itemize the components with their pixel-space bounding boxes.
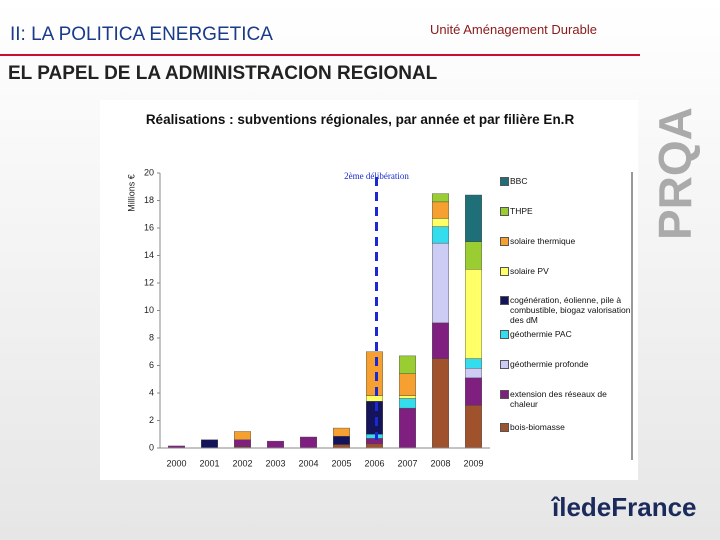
- x-tick-label: 2006: [364, 458, 384, 468]
- bar-segment: [432, 322, 449, 359]
- bar-segment: [465, 368, 482, 379]
- legend-label: extension des réseaux de chaleur: [510, 389, 607, 409]
- y-tick-label: 20: [144, 167, 154, 177]
- legend-swatch: [500, 237, 509, 246]
- y-tick-label: 10: [144, 305, 154, 315]
- y-tick-label: 0: [149, 442, 154, 452]
- bar-segment: [366, 438, 383, 445]
- x-tick-label: 2007: [397, 458, 417, 468]
- legend-swatch: [500, 423, 509, 432]
- y-tick-label: 18: [144, 195, 154, 205]
- logo: îledeFrance: [552, 492, 697, 522]
- bar-segment: [432, 193, 449, 203]
- legend-label: solaire PV: [510, 266, 549, 276]
- y-tick-label: 16: [144, 222, 154, 232]
- x-tick-label: 2002: [232, 458, 252, 468]
- x-tick-label: 2000: [166, 458, 186, 468]
- y-tick-label: 12: [144, 277, 154, 287]
- legend-swatch: [500, 390, 509, 399]
- x-tick-label: 2008: [430, 458, 450, 468]
- bar-segment: [333, 427, 350, 437]
- y-tick-label: 6: [149, 360, 154, 370]
- bar-segment: [399, 395, 416, 399]
- bar-segment: [333, 436, 350, 445]
- legend-label: bois-biomasse: [510, 422, 565, 432]
- y-tick-label: 4: [149, 387, 154, 397]
- x-tick-label: 2004: [298, 458, 318, 468]
- bar-segment: [366, 443, 383, 449]
- y-tick-label: 14: [144, 250, 154, 260]
- unit-name: Unité Aménagement Durable: [430, 22, 597, 37]
- header-rule: [0, 54, 640, 56]
- annotation: 2ème délibération: [344, 171, 409, 181]
- legend-swatch: [500, 207, 509, 216]
- x-tick-label: 2001: [199, 458, 219, 468]
- x-tick-label: 2005: [331, 458, 351, 468]
- chart-title: Réalisations : subventions régionales, p…: [145, 112, 575, 127]
- legend-label: cogénération, éolienne, pile à combustib…: [510, 295, 631, 325]
- x-tick-label: 2009: [463, 458, 483, 468]
- bar-segment: [432, 218, 449, 227]
- bar-segment: [366, 434, 383, 439]
- bar-segment: [333, 444, 350, 449]
- bar-segment: [465, 358, 482, 369]
- bar-segment: [399, 398, 416, 409]
- bar-segment: [300, 436, 317, 449]
- bar-segment: [267, 440, 284, 449]
- legend-label: solaire thermique: [510, 236, 576, 246]
- bar-segment: [399, 373, 416, 396]
- bar-segment: [366, 351, 383, 396]
- legend-swatch: [500, 330, 509, 339]
- bar-segment: [432, 201, 449, 219]
- bar-segment: [432, 358, 449, 449]
- bar-segment: [465, 269, 482, 359]
- y-tick-label: 2: [149, 415, 154, 425]
- bar-segment: [432, 242, 449, 324]
- bar-segment: [201, 439, 218, 449]
- legend-label: BBC: [510, 176, 528, 186]
- bar-segment: [432, 226, 449, 244]
- legend-swatch: [500, 360, 509, 369]
- legend-label: géothermie PAC: [510, 329, 572, 339]
- bar-segment: [234, 439, 251, 447]
- legend-label: THPE: [510, 206, 533, 216]
- bar-segment: [465, 405, 482, 449]
- bar-segment: [234, 431, 251, 440]
- legend-swatch: [500, 177, 509, 186]
- y-tick-label: 8: [149, 332, 154, 342]
- bar-segment: [465, 241, 482, 270]
- bar-segment: [465, 377, 482, 406]
- bar-segment: [399, 407, 416, 449]
- x-tick-label: 2003: [265, 458, 285, 468]
- heading: EL PAPEL DE LA ADMINISTRACION REGIONAL: [8, 63, 438, 84]
- bar-segment: [465, 194, 482, 242]
- legend-swatch: [500, 267, 509, 276]
- y-axis-label: Millions €: [126, 174, 136, 212]
- legend-label: géothermie profonde: [510, 359, 589, 369]
- bar-segment: [366, 401, 383, 435]
- bar-segment: [366, 395, 383, 402]
- bar-segment: [399, 355, 416, 374]
- section-title: II: LA POLITICA ENERGETICA: [10, 24, 273, 45]
- legend-swatch: [500, 296, 509, 305]
